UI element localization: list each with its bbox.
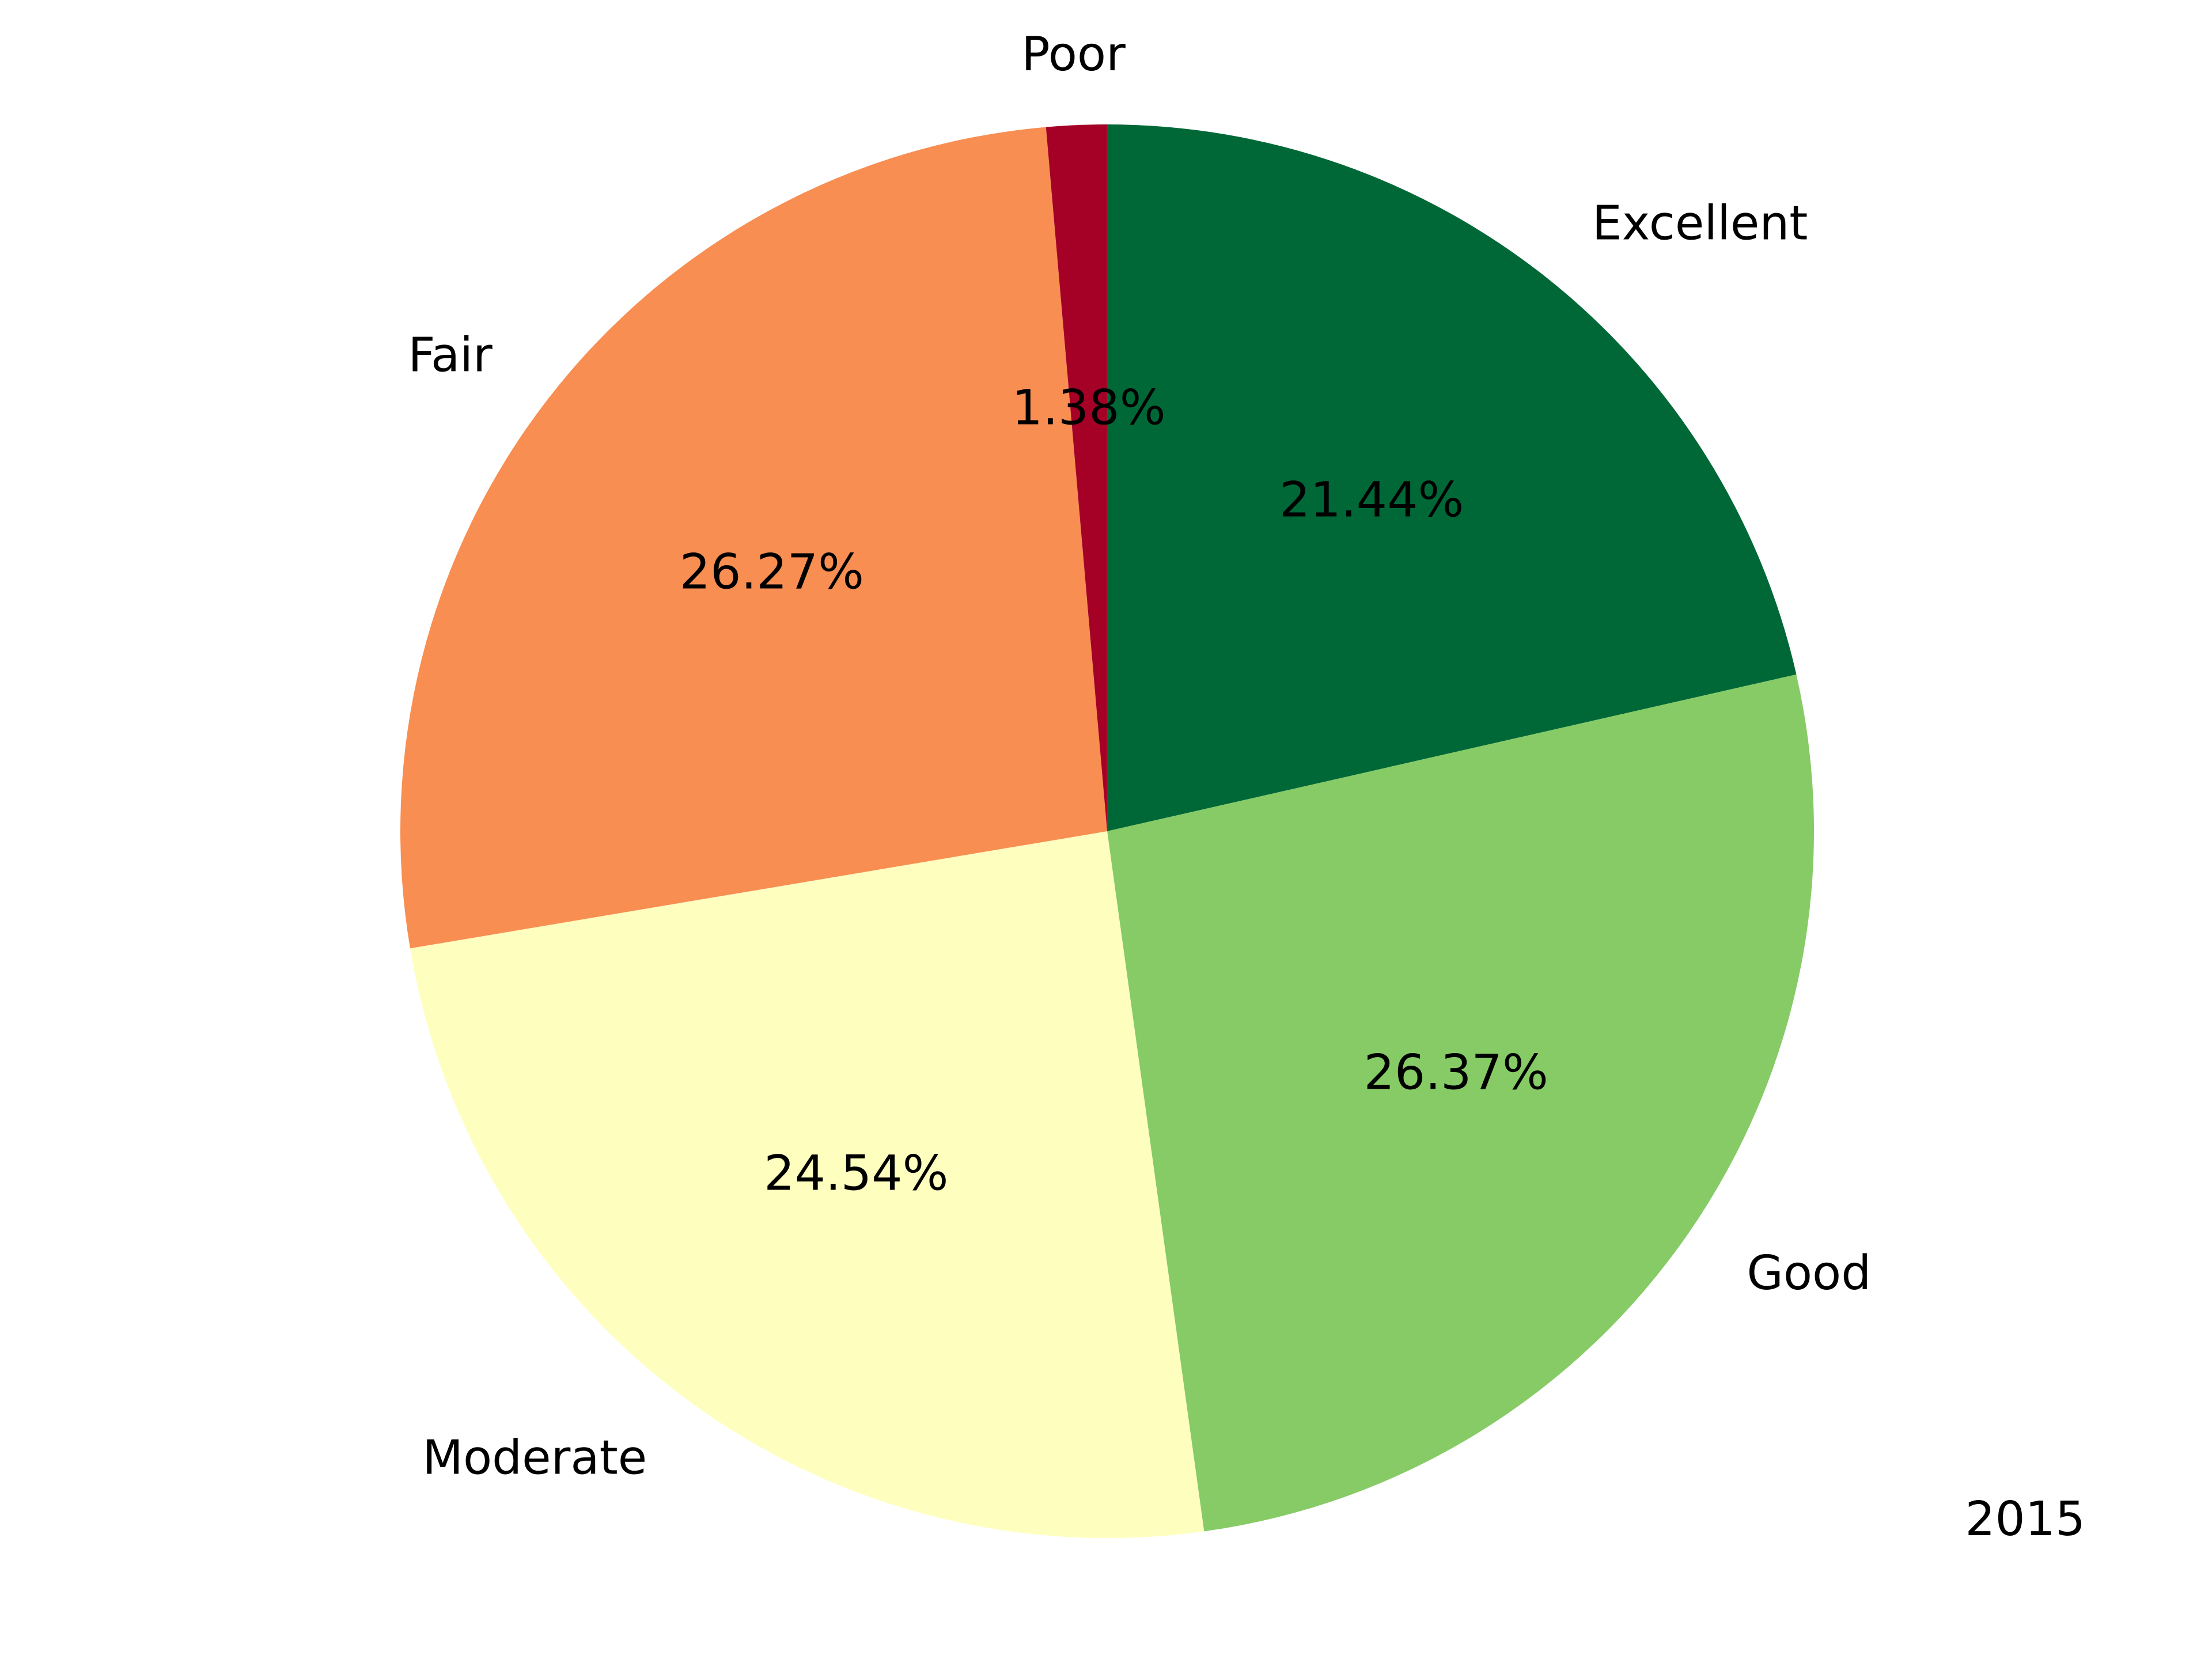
pie-slices [400, 124, 1815, 1538]
pct-label-poor: 1.38% [1012, 379, 1166, 435]
slice-label-moderate: Moderate [422, 1430, 647, 1485]
slice-label-good: Good [1747, 1246, 1871, 1301]
pct-label-moderate: 24.54% [764, 1145, 948, 1201]
slice-labels: Excellent 21.44% Good 26.37% Moderate 24.54% F… [408, 27, 1871, 1485]
slice-label-poor: Poor [1021, 27, 1126, 82]
pct-label-fair: 26.27% [680, 543, 864, 600]
pct-label-good: 26.37% [1363, 1044, 1548, 1101]
year-label: 2015 [1965, 1492, 2085, 1547]
pie-slice-excellent [1107, 124, 1797, 831]
slice-label-excellent: Excellent [1592, 196, 1808, 251]
pie-slice-poor [1046, 124, 1107, 831]
pie-slice-fair [400, 127, 1107, 949]
pie-slice-good [1107, 674, 1815, 1532]
slice-label-fair: Fair [408, 328, 493, 382]
pie-slice-moderate [410, 831, 1205, 1538]
pct-label-excellent: 21.44% [1279, 472, 1464, 528]
